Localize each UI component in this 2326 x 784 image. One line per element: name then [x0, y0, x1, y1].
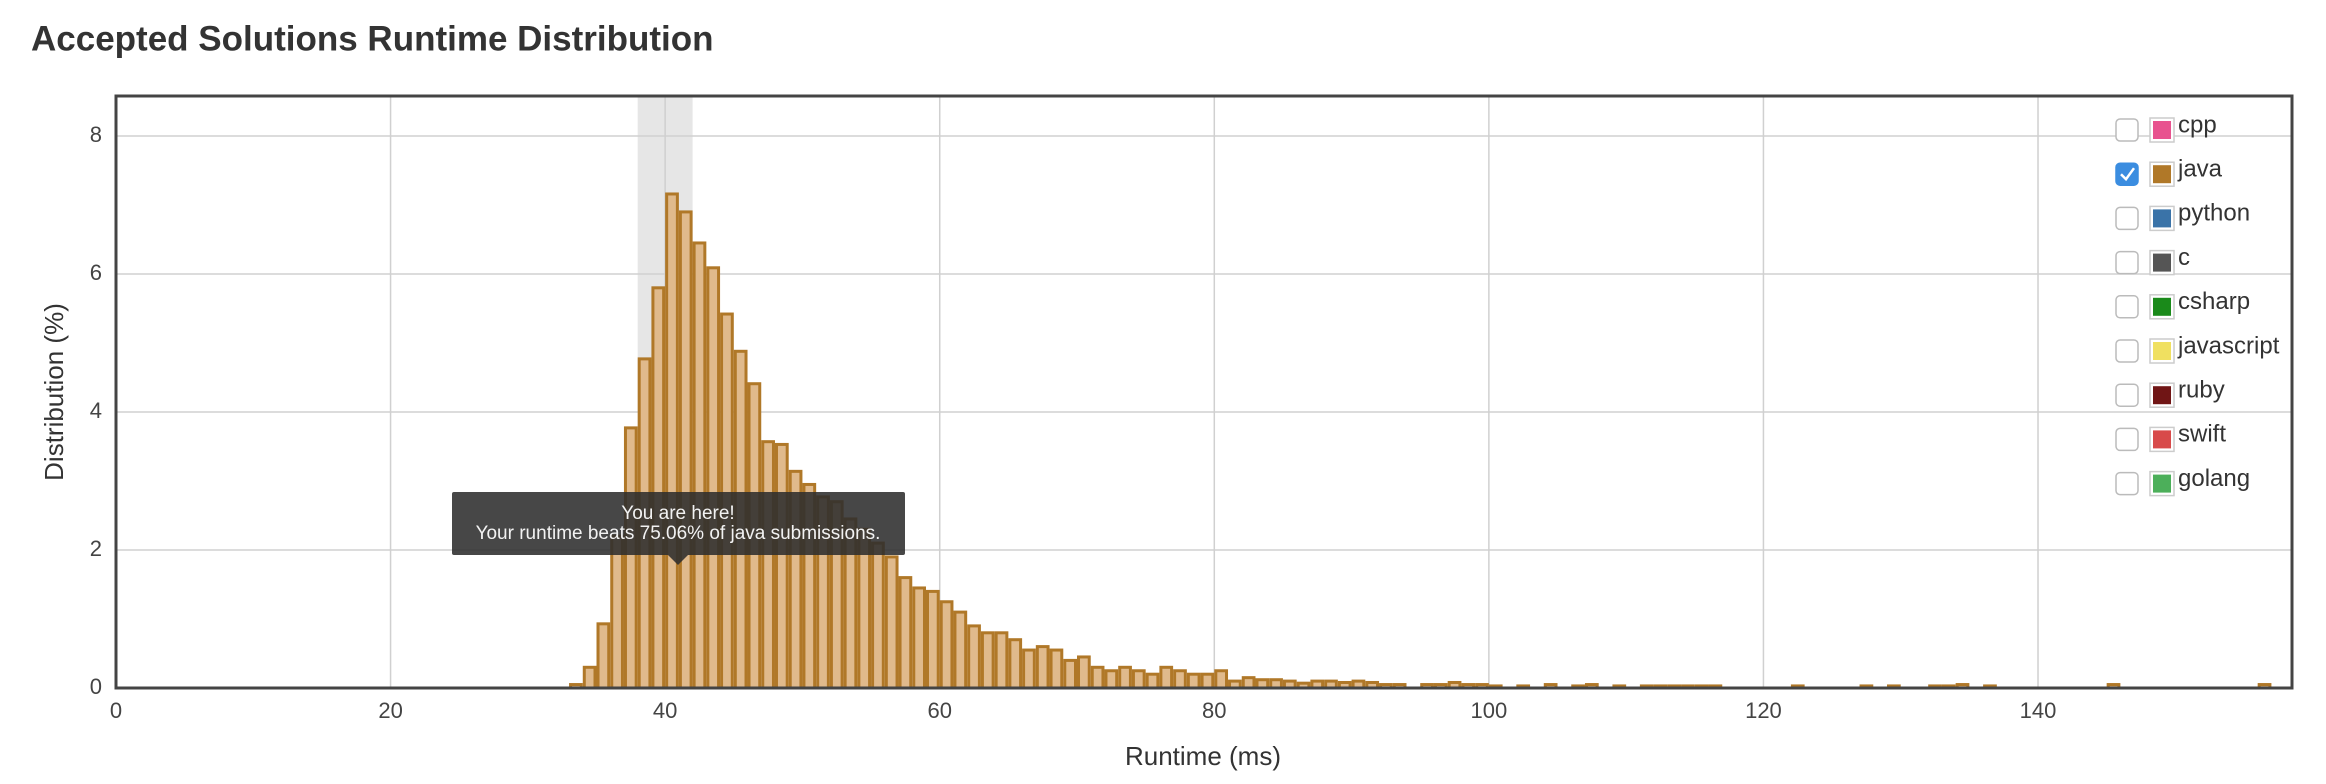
- tooltip-arrow: [668, 555, 688, 565]
- legend-color: [2153, 209, 2171, 228]
- legend-label[interactable]: ruby: [2178, 377, 2225, 404]
- legend-checkbox[interactable]: [2115, 383, 2139, 407]
- legend-color: [2153, 342, 2171, 360]
- bar: [1241, 676, 1256, 690]
- bar: [980, 631, 995, 690]
- bar: [1077, 655, 1091, 690]
- bar: [706, 266, 721, 690]
- bar: [582, 665, 597, 690]
- x-tick-label: 140: [2020, 698, 2057, 723]
- bar: [1104, 669, 1119, 690]
- legend-checkbox[interactable]: [2115, 118, 2139, 142]
- x-tick-label: 60: [927, 698, 951, 723]
- bar: [925, 589, 940, 690]
- tooltip-text: Your runtime beats 75.06% of java submis…: [476, 523, 881, 544]
- bar: [623, 426, 638, 690]
- x-tick-label: 120: [1745, 698, 1782, 723]
- bar: [665, 192, 679, 690]
- y-tick-label: 2: [90, 536, 102, 561]
- legend-color: [2153, 386, 2171, 405]
- bar: [651, 286, 666, 690]
- bar: [692, 241, 707, 690]
- y-axis-label: Distribution (%): [39, 303, 69, 481]
- legend-color: [2153, 253, 2171, 272]
- tooltip-title: You are here!: [621, 503, 734, 524]
- bar: [1022, 648, 1036, 690]
- bar: [678, 210, 693, 690]
- bar: [898, 576, 913, 690]
- bar: [1200, 672, 1215, 690]
- y-tick-label: 0: [90, 674, 102, 699]
- y-tick-label: 6: [90, 260, 102, 285]
- legend-color: [2153, 121, 2171, 139]
- legend-checkbox[interactable]: [2115, 250, 2139, 275]
- legend-checkbox[interactable]: [2115, 471, 2139, 496]
- bar: [1131, 669, 1146, 690]
- x-tick-label: 20: [378, 698, 402, 723]
- legend-checkbox[interactable]: [2115, 339, 2139, 363]
- legend-label[interactable]: golang: [2178, 465, 2250, 492]
- bar: [761, 440, 775, 690]
- legend-color: [2153, 474, 2171, 493]
- legend-label[interactable]: c: [2178, 244, 2190, 271]
- bars: [569, 192, 2272, 690]
- x-tick-label: 40: [653, 698, 677, 723]
- legend-color: [2153, 430, 2171, 449]
- bar: [953, 610, 968, 690]
- bar: [967, 624, 981, 690]
- legend-label[interactable]: java: [2177, 156, 2223, 183]
- bar: [1173, 669, 1187, 690]
- bar: [884, 555, 899, 690]
- bar: [610, 534, 624, 690]
- x-tick-label: 80: [1202, 698, 1226, 723]
- legend-label[interactable]: python: [2178, 200, 2250, 227]
- tooltip-box: [452, 492, 905, 555]
- legend-checkbox[interactable]: [2115, 162, 2139, 186]
- bar: [871, 541, 885, 690]
- bar: [1049, 648, 1064, 690]
- legend-check: [2120, 167, 2136, 182]
- legend-color: [2153, 297, 2171, 316]
- bar: [1035, 645, 1050, 690]
- y-tick-label: 4: [90, 398, 102, 423]
- legend-label[interactable]: cpp: [2178, 111, 2217, 138]
- legend-checkbox[interactable]: [2115, 206, 2139, 231]
- legend-label[interactable]: swift: [2178, 421, 2226, 448]
- x-tick-label: 100: [1471, 698, 1508, 723]
- legend-label[interactable]: javascript: [2177, 332, 2280, 359]
- tooltip: You are here! Your runtime beats 75.06% …: [452, 492, 905, 565]
- bar: [596, 622, 611, 690]
- bar: [912, 586, 926, 690]
- legend-checkbox[interactable]: [2115, 427, 2139, 452]
- legend: cpp java python c csharp javascript ruby swift g…: [2115, 111, 2280, 497]
- bar: [1008, 638, 1023, 690]
- bar: [939, 600, 954, 690]
- bar: [1159, 665, 1174, 690]
- bar: [1214, 669, 1229, 690]
- y-tick-label: 8: [90, 122, 102, 147]
- bar: [1186, 672, 1201, 690]
- bar: [1090, 665, 1105, 690]
- bar: [774, 442, 789, 690]
- legend-color: [2153, 165, 2171, 184]
- legend-checkbox[interactable]: [2115, 295, 2139, 319]
- bar: [1063, 658, 1078, 690]
- chart-title: Accepted Solutions Runtime Distribution: [31, 19, 714, 58]
- bar: [1118, 665, 1132, 690]
- legend-label[interactable]: csharp: [2178, 288, 2250, 315]
- x-axis-label: Runtime (ms): [1125, 741, 1281, 771]
- bar: [994, 631, 1009, 690]
- bar: [1145, 672, 1160, 690]
- plot-frame: [114, 94, 2294, 690]
- x-tick-label: 0: [110, 698, 122, 723]
